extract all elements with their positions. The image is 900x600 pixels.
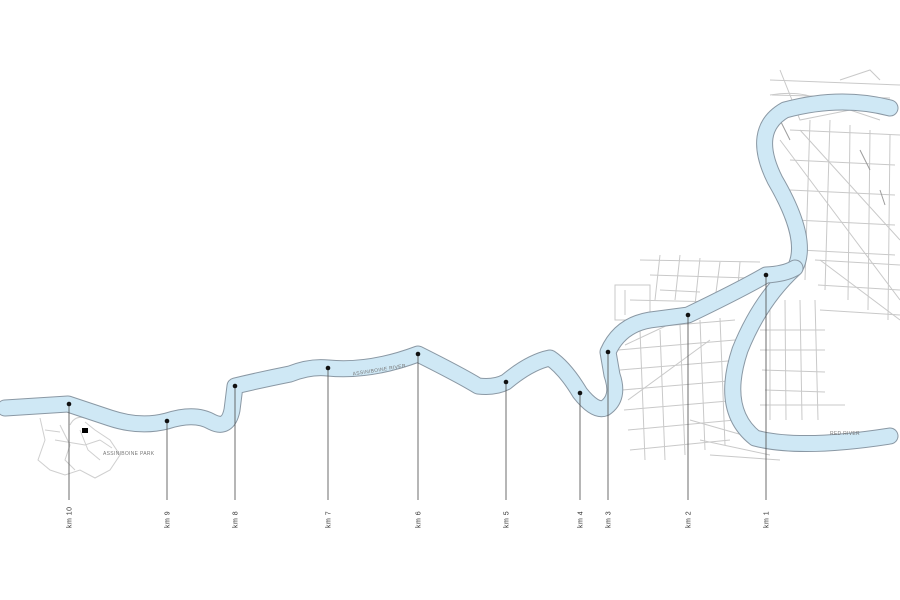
km-7-label: km 7 bbox=[326, 511, 333, 528]
km-8-marker-dot bbox=[232, 383, 238, 389]
km-5-marker-dot bbox=[503, 379, 509, 385]
km-10-marker-dot bbox=[66, 401, 72, 407]
km-1-label: km 1 bbox=[764, 511, 771, 528]
km-10-label: km 10 bbox=[67, 506, 74, 528]
city-street-network bbox=[614, 69, 900, 461]
assiniboine-river bbox=[0, 259, 804, 433]
km-4-marker-dot bbox=[577, 390, 583, 396]
km-3-label: km 3 bbox=[606, 511, 613, 528]
assiniboine-park-label: ASSINIBOINE PARK bbox=[103, 451, 155, 457]
km-2-label: km 2 bbox=[686, 511, 693, 528]
km-7-marker-dot bbox=[325, 365, 331, 371]
km-4-label: km 4 bbox=[578, 511, 585, 528]
km-markers: km 10 km 9 km 8 km 7 km 6 km 5 km 4 km 3 km 2 km … bbox=[66, 272, 771, 528]
km-3-marker-dot bbox=[605, 349, 611, 355]
km-6-label: km 6 bbox=[416, 511, 423, 528]
km-9-label: km 9 bbox=[165, 511, 172, 528]
km-2-marker-dot bbox=[685, 312, 691, 318]
km-6-marker-dot bbox=[415, 351, 421, 357]
km-5-label: km 5 bbox=[504, 511, 511, 528]
red-river-label: RED RIVER bbox=[830, 431, 860, 437]
km-1-marker-dot bbox=[763, 272, 769, 278]
km-8-label: km 8 bbox=[233, 511, 240, 528]
km-9-marker-dot bbox=[164, 418, 170, 424]
assiniboine-park-paths bbox=[37, 416, 121, 479]
